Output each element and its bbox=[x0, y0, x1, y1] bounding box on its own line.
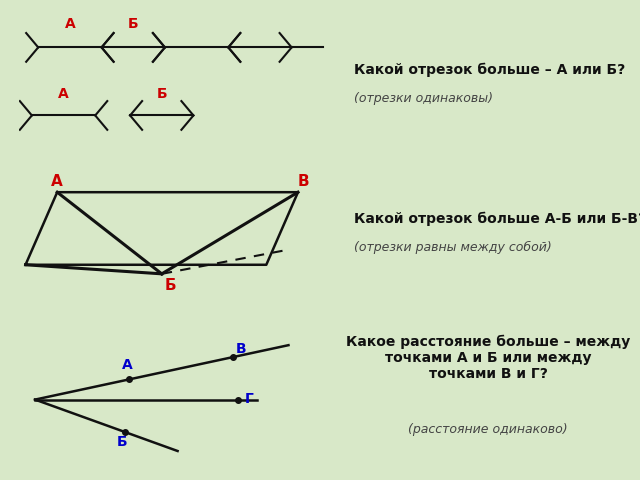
Text: Б: Б bbox=[165, 278, 177, 293]
Text: А: А bbox=[122, 358, 132, 372]
Text: Б: Б bbox=[116, 434, 127, 449]
Text: (расстояние одинаково): (расстояние одинаково) bbox=[408, 423, 568, 436]
Text: (отрезки равны между собой): (отрезки равны между собой) bbox=[354, 240, 552, 254]
Text: Г: Г bbox=[244, 392, 253, 406]
Text: (отрезки одинаковы): (отрезки одинаковы) bbox=[354, 92, 493, 105]
Text: А: А bbox=[51, 174, 63, 189]
Text: Какой отрезок больше А-Б или Б-В?: Какой отрезок больше А-Б или Б-В? bbox=[354, 211, 640, 226]
Text: Какой отрезок больше – А или Б?: Какой отрезок больше – А или Б? bbox=[354, 62, 625, 77]
Text: А: А bbox=[65, 17, 76, 32]
Text: В: В bbox=[236, 342, 246, 356]
Text: Б: Б bbox=[128, 17, 139, 32]
Text: В: В bbox=[298, 174, 310, 189]
Text: А: А bbox=[58, 87, 69, 101]
Text: Б: Б bbox=[156, 87, 167, 101]
Text: Какое расстояние больше – между
точками А и Б или между
точками В и Г?: Какое расстояние больше – между точками … bbox=[346, 334, 630, 381]
